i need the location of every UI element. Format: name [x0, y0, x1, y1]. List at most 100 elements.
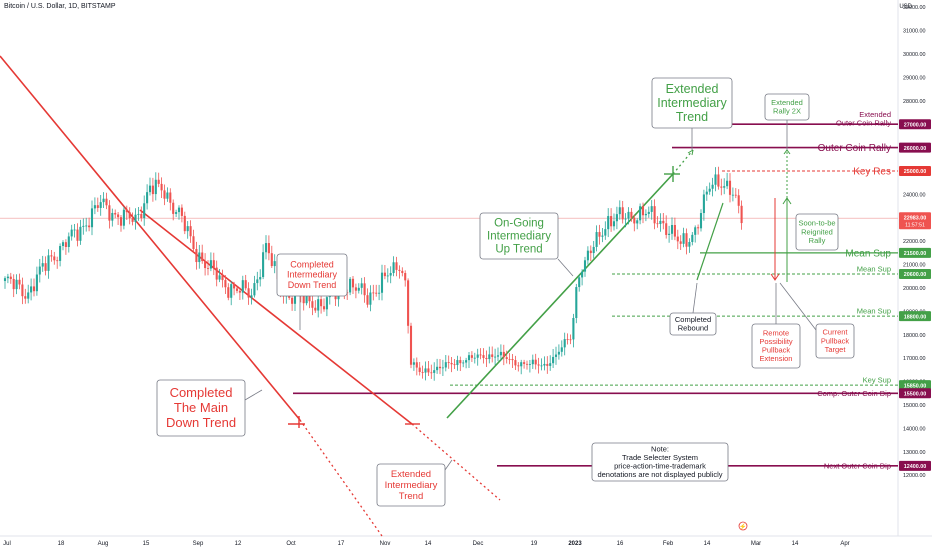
- candle-body: [264, 243, 268, 253]
- x-tick-label: Feb: [663, 541, 674, 547]
- candle-body: [241, 280, 244, 293]
- extended-intermediary-bottom-callout-text: Extended: [391, 469, 431, 480]
- y-tick-label: 18000.00: [903, 333, 925, 339]
- candle-body: [238, 290, 241, 293]
- candle-body: [702, 194, 705, 214]
- level-price-tag: [899, 460, 931, 471]
- candle-body: [491, 354, 494, 357]
- candle-body: [372, 292, 375, 294]
- candle-body: [6, 276, 9, 279]
- candle-body: [453, 364, 456, 366]
- level-label: Comp. Outer Coin Dip: [817, 389, 891, 398]
- note-box: Note:Trade Selecter Systemprice-action-t…: [591, 442, 729, 482]
- candle-body: [641, 206, 645, 216]
- candle-body: [230, 284, 233, 298]
- candle-body: [598, 232, 601, 237]
- candle-body: [691, 234, 694, 242]
- x-tick-label: 12: [235, 541, 242, 547]
- candle-body: [656, 223, 659, 225]
- y-tick-label: 14000.00: [903, 426, 925, 432]
- completed-intermediary-callout-text: Down Trend: [288, 280, 337, 290]
- candle-body: [67, 236, 70, 248]
- candle-body: [140, 213, 143, 219]
- candle-body: [523, 362, 526, 364]
- candle-body: [525, 363, 529, 365]
- candle-body: [711, 184, 714, 189]
- completed-rebound-callout-text: Completed: [675, 315, 711, 324]
- candle-body: [607, 216, 610, 230]
- candle-body: [415, 362, 418, 368]
- level-price-tag: [899, 166, 931, 176]
- candle-body: [569, 339, 572, 341]
- candle-body: [160, 183, 163, 191]
- x-tick-label: 18: [58, 541, 65, 547]
- candle-body: [401, 270, 404, 274]
- completed-main-trend-callout-text: Down Trend: [166, 415, 236, 430]
- candle-body: [734, 194, 737, 196]
- candle-body: [418, 367, 421, 372]
- candle-body: [459, 360, 462, 364]
- candle-body: [673, 224, 676, 237]
- candle-body: [537, 364, 540, 366]
- extended-rally-2x-callout-box: [764, 93, 810, 121]
- ongoing-up-trend-callout-text: On-Going: [494, 218, 544, 230]
- y-tick-label: 12000.00: [903, 473, 925, 479]
- candle-body: [79, 226, 82, 241]
- current-price-value: 22983.00: [904, 216, 926, 222]
- level-price-tag: [899, 119, 931, 130]
- candle-body: [572, 317, 575, 340]
- candle-body: [24, 296, 27, 299]
- candle-body: [508, 358, 511, 360]
- candle-body: [146, 192, 149, 204]
- level-label: Key Res: [853, 167, 891, 178]
- candle-body: [485, 357, 488, 360]
- candle-body: [267, 243, 270, 254]
- candle-body: [389, 273, 392, 276]
- ongoing-up-trend-callout-text: Intermediary: [487, 231, 551, 243]
- candle-body: [578, 277, 581, 288]
- candle-body: [612, 221, 616, 227]
- candle-body: [105, 198, 108, 206]
- candle-body: [386, 275, 389, 277]
- candle-body: [206, 268, 210, 269]
- candle-body: [366, 295, 369, 305]
- candle-body: [302, 295, 305, 304]
- rebound-line: [696, 202, 724, 281]
- level-price-tag-text: 18800.00: [904, 314, 926, 320]
- candle-body: [557, 351, 560, 355]
- candle-body: [670, 224, 674, 234]
- candle-body: [728, 180, 732, 195]
- y-tick-label: 22000.00: [903, 239, 925, 245]
- candle-body: [256, 279, 259, 284]
- level-price-tag: [899, 380, 931, 391]
- level-label: Mean Sup: [845, 248, 891, 259]
- candle-body: [259, 277, 262, 280]
- level-price-tag-text: 26000.00: [904, 146, 926, 152]
- candle-body: [262, 252, 265, 278]
- x-tick-label: Mar: [751, 541, 761, 547]
- candle-body: [494, 356, 497, 358]
- candle-body: [488, 354, 491, 360]
- candle-body: [549, 363, 552, 366]
- remote-pullback-callout-text: Extension: [760, 354, 793, 363]
- candle-body: [441, 367, 444, 369]
- main-down-trend-extension: [299, 419, 383, 537]
- candle-body: [32, 286, 36, 292]
- candle-body: [96, 205, 99, 208]
- x-tick-label: 15: [143, 541, 150, 547]
- candle-body: [317, 299, 320, 311]
- level-price-tag-text: 15500.00: [904, 392, 926, 398]
- candle-body: [659, 220, 662, 224]
- candle-body: [221, 275, 224, 281]
- candle-body: [35, 274, 38, 292]
- candle-body: [407, 280, 410, 326]
- candle-body: [218, 275, 221, 280]
- candle-body: [644, 213, 647, 216]
- x-tick-label: Nov: [380, 541, 391, 547]
- candle-body: [723, 186, 726, 188]
- candle-body: [204, 261, 207, 269]
